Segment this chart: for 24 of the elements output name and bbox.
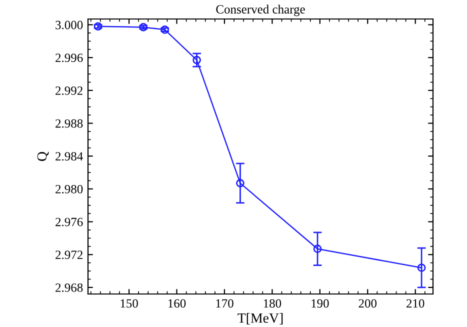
y-axis-title: Q — [37, 152, 49, 161]
y-tick-label: 2.968 — [56, 283, 83, 292]
point — [192, 56, 201, 64]
chart-title: Conserved charge — [216, 4, 305, 16]
y-tick-label: 3.000 — [56, 20, 83, 30]
point — [417, 264, 426, 272]
point — [94, 22, 102, 31]
y-tick-label: 2.988 — [56, 119, 83, 128]
y-tick-label: 2.984 — [56, 152, 83, 161]
x-tick-label: 180 — [264, 299, 282, 308]
point — [236, 179, 244, 188]
y-tick-label: 2.980 — [56, 184, 83, 194]
y-tick-label: 2.992 — [56, 86, 82, 95]
x-tick-label: 200 — [358, 299, 377, 308]
x-tick-label: 210 — [406, 299, 424, 308]
x-tick-label: 150 — [120, 299, 138, 308]
y-tick-label: 2.972 — [56, 250, 82, 260]
x-tick-label: 160 — [168, 299, 186, 308]
x-tick-label: 170 — [216, 299, 234, 308]
x-axis-title: T[MeV] — [238, 312, 283, 324]
x-tick-label: 190 — [312, 299, 329, 308]
y-tick-label: 2.996 — [56, 54, 83, 62]
y-tick-label: 2.976 — [56, 218, 83, 226]
point — [313, 244, 322, 254]
